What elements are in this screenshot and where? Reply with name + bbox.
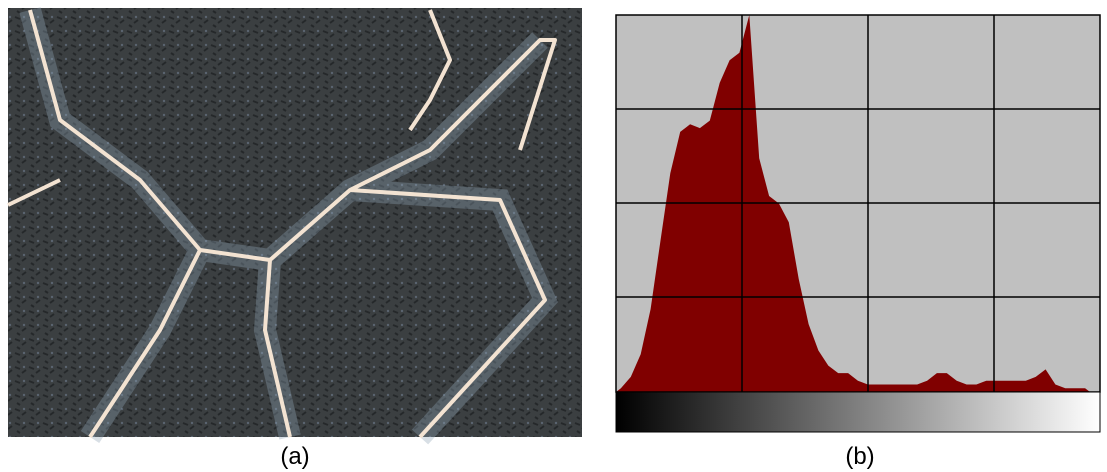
micrograph [8,8,582,437]
figure: (a) (b) [0,0,1107,472]
histogram-panel [616,15,1100,432]
panel-label: (a) [280,443,309,470]
panel-label: (b) [845,443,874,470]
